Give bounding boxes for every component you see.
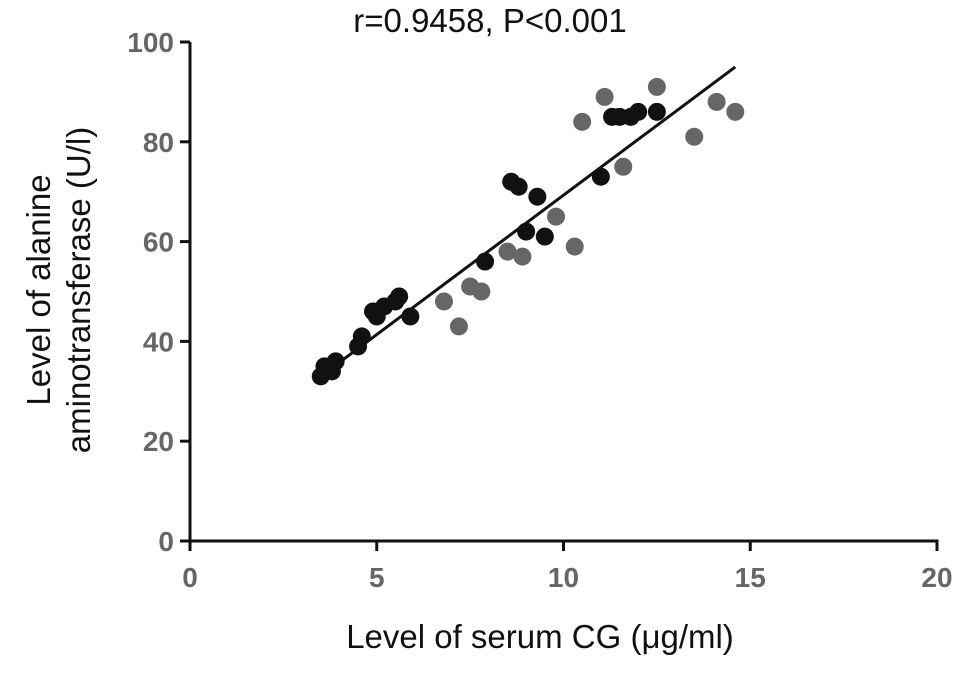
data-point: [614, 157, 633, 176]
data-point: [528, 187, 547, 206]
data-point: [434, 292, 453, 311]
data-point: [591, 167, 610, 186]
data-point: [647, 77, 666, 96]
regression-line-group: [319, 65, 737, 378]
y-tick-label: 0: [158, 526, 174, 557]
data-point: [390, 287, 409, 306]
data-point: [647, 102, 666, 121]
y-axis-label-line-2: aminotransferase (U/l): [60, 127, 97, 453]
y-tick-label: 60: [143, 227, 174, 258]
x-tick-label: 20: [921, 562, 952, 593]
y-tick-label: 80: [143, 127, 174, 158]
x-tick-label: 5: [369, 562, 385, 593]
data-point: [565, 237, 584, 256]
data-points: [311, 77, 745, 386]
y-tick-label: 20: [143, 426, 174, 457]
y-axis-label-line-1: Level of alanine: [20, 174, 57, 405]
data-point: [685, 127, 704, 146]
axes: [188, 42, 939, 543]
regression-line: [319, 65, 737, 378]
data-point: [509, 177, 528, 196]
data-point: [472, 282, 491, 301]
y-axis-label: Level of alanine aminotransferase (U/l): [20, 127, 97, 453]
data-point: [573, 112, 592, 131]
x-axis-label: Level of serum CG (μg/ml): [346, 618, 734, 655]
x-tick-label: 15: [735, 562, 766, 593]
data-point: [449, 317, 468, 336]
data-point: [517, 222, 536, 241]
data-point: [726, 102, 745, 121]
y-tick-label: 100: [127, 27, 174, 58]
y-tick-label: 40: [143, 326, 174, 357]
data-point: [513, 247, 532, 266]
data-point: [535, 227, 554, 246]
data-point: [707, 92, 726, 111]
data-point: [326, 352, 345, 371]
data-point: [476, 252, 495, 271]
data-point: [352, 327, 371, 346]
data-point: [595, 87, 614, 106]
data-point: [547, 207, 566, 226]
data-point: [401, 307, 420, 326]
x-tick-label: 10: [548, 562, 579, 593]
x-tick-label: 0: [182, 562, 198, 593]
data-point: [629, 102, 648, 121]
ticks: 0 20 40 60 80 100 0 5 10 15 20: [127, 27, 952, 593]
chart-title: r=0.9458, P<0.001: [353, 2, 626, 39]
data-point: [498, 242, 517, 261]
